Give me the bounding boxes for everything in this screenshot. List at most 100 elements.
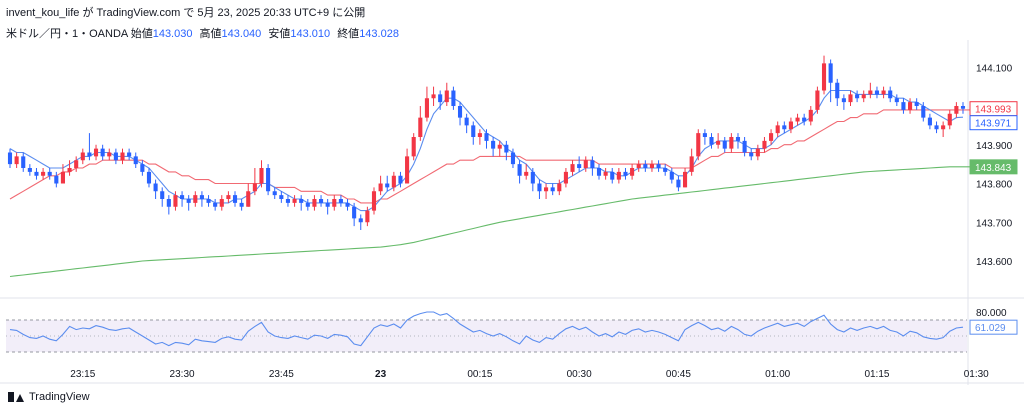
candle-body xyxy=(769,133,774,141)
candle-body xyxy=(312,199,317,207)
candle-body xyxy=(338,199,343,203)
candle-body xyxy=(616,171,621,180)
time-tick-label: 23:15 xyxy=(70,369,95,380)
price-tick-label: 143.900 xyxy=(976,141,1013,152)
candle-body xyxy=(299,199,304,203)
time-tick-label: 23:45 xyxy=(269,369,294,380)
candle-body xyxy=(729,137,734,149)
candle-body xyxy=(702,133,707,137)
candle-body xyxy=(596,168,602,176)
candle-body xyxy=(246,191,251,207)
candle-body xyxy=(7,152,13,165)
rsi-label-text: 61.029 xyxy=(975,323,1006,334)
candle-body xyxy=(610,171,615,180)
candle-body xyxy=(656,164,661,168)
candle-body xyxy=(841,98,846,103)
candle-body xyxy=(398,175,403,184)
publish-header: invent_kou_life が TradingView.com で 5月 2… xyxy=(6,7,366,19)
ma-slow-line xyxy=(9,166,977,278)
candle-body xyxy=(93,148,99,157)
candle-body xyxy=(471,125,476,137)
candle-body xyxy=(914,102,919,106)
candle-body xyxy=(550,187,555,192)
candle-body xyxy=(788,121,793,130)
candle-body xyxy=(484,133,489,141)
rsi-line xyxy=(9,311,964,347)
candle-body xyxy=(385,183,390,188)
candle-body xyxy=(537,183,542,192)
candle-body xyxy=(74,160,79,168)
candle-body xyxy=(577,164,582,168)
candle-body xyxy=(947,113,952,126)
candle-body xyxy=(54,175,59,184)
candle-body xyxy=(623,171,628,176)
candle-body xyxy=(510,152,516,165)
time-tick-label: 01:00 xyxy=(765,369,790,380)
candle-body xyxy=(682,171,688,188)
candle-body xyxy=(140,164,145,172)
time-tick-label: 23:30 xyxy=(170,369,195,380)
candle-body xyxy=(755,148,760,157)
candle-body xyxy=(438,94,443,103)
tradingview-logo-icon xyxy=(8,392,24,402)
candle-body xyxy=(762,140,767,149)
candle-body xyxy=(305,202,310,207)
candle-body xyxy=(722,140,727,149)
candle-body xyxy=(279,195,284,199)
footer-brand: TradingView xyxy=(8,391,90,403)
candle-body xyxy=(735,137,741,141)
candle-body xyxy=(21,156,26,168)
candle-body xyxy=(530,171,535,184)
candle-body xyxy=(921,106,926,118)
candle-body xyxy=(27,168,32,172)
candle-body xyxy=(643,164,648,168)
candle-body xyxy=(835,82,840,99)
candle-body xyxy=(457,106,463,118)
candle-body xyxy=(676,179,681,188)
candle-body xyxy=(689,156,694,172)
candle-body xyxy=(630,168,635,176)
candle-body xyxy=(808,109,813,122)
candle-body xyxy=(636,164,641,168)
candle-body xyxy=(285,199,291,203)
candle-body xyxy=(649,164,655,168)
candle-body xyxy=(113,152,118,161)
candle-body xyxy=(332,199,337,207)
candle-body xyxy=(193,195,198,203)
candle-body xyxy=(696,133,701,157)
candle-body xyxy=(848,94,853,103)
time-tick-label: 23 xyxy=(375,369,387,380)
low-value: 143.010 xyxy=(290,28,331,40)
candle-body xyxy=(716,140,721,145)
candle-body xyxy=(391,175,396,188)
candle-body xyxy=(153,183,158,192)
candle-body xyxy=(583,160,588,168)
candle-body xyxy=(517,164,522,176)
candle-body xyxy=(107,152,112,157)
high-value: 143.040 xyxy=(221,28,262,40)
time-tick-label: 00:15 xyxy=(467,369,492,380)
open-label: 始値 xyxy=(130,28,153,40)
candle-body xyxy=(371,191,377,211)
price-tick-label: 143.800 xyxy=(976,180,1013,191)
candle-body xyxy=(160,191,165,199)
candle-body xyxy=(405,156,410,184)
candle-body xyxy=(464,117,469,126)
rsi-tick-label: 80.000 xyxy=(976,308,1007,319)
price-label-text: 143.993 xyxy=(975,105,1012,116)
time-tick-label: 00:45 xyxy=(666,369,691,380)
candle-body xyxy=(709,137,714,145)
candle-body xyxy=(226,195,231,199)
price-tick-label: 143.600 xyxy=(976,257,1013,268)
candle-body xyxy=(941,125,946,130)
candle-body xyxy=(451,90,456,106)
candle-body xyxy=(795,117,800,122)
candle-body xyxy=(186,199,191,203)
candle-body xyxy=(358,218,363,223)
candle-body xyxy=(365,210,370,223)
candle-body xyxy=(252,183,257,192)
candle-body xyxy=(239,202,244,207)
candle-body xyxy=(749,152,754,157)
price-label-box xyxy=(969,159,1018,175)
